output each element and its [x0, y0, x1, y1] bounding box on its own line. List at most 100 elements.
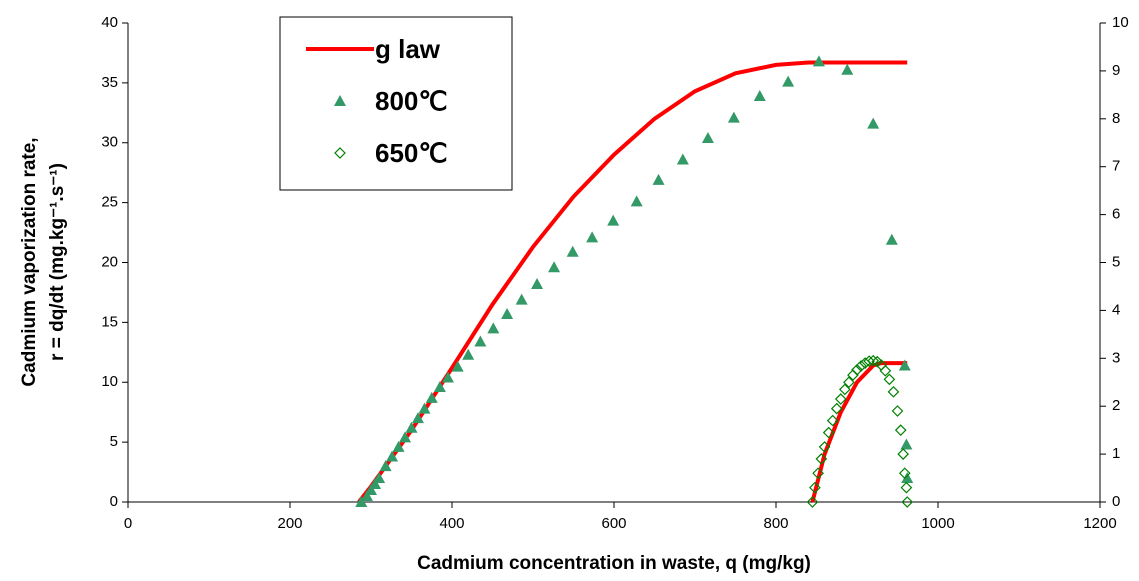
data-point	[373, 472, 386, 484]
y-axis-label: Cadmium vaporization rate,	[19, 137, 40, 386]
data-point	[891, 405, 904, 417]
data-point	[418, 402, 431, 414]
x-tick-label: 1000	[921, 515, 954, 532]
data-point	[379, 460, 392, 472]
y-tick-label: 25	[101, 194, 118, 211]
legend-swatch	[334, 95, 346, 106]
data-point	[433, 381, 446, 393]
data-point	[900, 481, 913, 494]
legend-swatch	[334, 147, 346, 159]
data-point	[586, 231, 599, 243]
x-tick-label: 200	[277, 515, 302, 532]
y2-tick-label: 8	[1112, 110, 1120, 127]
data-point	[806, 496, 819, 508]
data-point	[812, 467, 824, 480]
data-point	[531, 278, 544, 290]
data-point	[898, 359, 911, 371]
data-point	[830, 402, 843, 415]
data-point	[369, 478, 382, 490]
x-tick-label: 600	[601, 515, 626, 532]
data-point	[839, 383, 851, 396]
data-point	[392, 440, 405, 452]
data-point	[834, 393, 847, 405]
data-point	[782, 75, 795, 87]
data-point	[818, 441, 831, 453]
legend-label: 800℃	[375, 86, 448, 116]
data-point	[652, 173, 665, 185]
y2-tick-label: 9	[1112, 62, 1120, 79]
y2-tick-label: 10	[1112, 14, 1129, 31]
data-point	[411, 412, 424, 424]
data-point	[355, 496, 368, 507]
x-tick-label: 0	[124, 515, 132, 532]
y-tick-label: 40	[101, 14, 118, 31]
y2-tick-label: 1	[1112, 445, 1120, 462]
data-point	[607, 214, 620, 226]
data-point	[487, 322, 500, 334]
data-point	[901, 496, 914, 508]
data-point	[365, 484, 377, 496]
y-tick-label: 10	[101, 373, 118, 390]
data-point	[867, 117, 880, 129]
y-tick-label: 35	[101, 74, 118, 91]
data-point	[826, 414, 839, 427]
data-point	[851, 363, 863, 376]
data-point	[812, 55, 825, 67]
data-point	[815, 453, 828, 465]
y-tick-label: 20	[101, 253, 118, 270]
y-axis-label: r = dq/dt (mg.kg⁻¹.s⁻¹)	[47, 163, 68, 361]
data-point	[843, 376, 855, 389]
y2-tick-label: 2	[1112, 397, 1120, 414]
y-tick-label: 5	[110, 433, 118, 450]
legend-label: g law	[375, 34, 441, 64]
data-point	[885, 233, 898, 245]
data-point	[515, 293, 528, 305]
data-point	[727, 111, 740, 123]
data-point	[676, 153, 689, 165]
legend-box	[279, 16, 513, 191]
legend-label: 650℃	[375, 138, 448, 168]
data-point	[855, 360, 867, 372]
data-point	[360, 490, 373, 502]
data-point	[887, 385, 900, 398]
x-tick-label: 800	[763, 515, 788, 532]
data-point	[894, 424, 907, 436]
y-tick-label: 15	[101, 313, 118, 330]
y2-tick-label: 7	[1112, 158, 1120, 175]
data-point	[841, 63, 854, 75]
data-point	[474, 335, 487, 347]
data-point	[630, 195, 643, 207]
data-point	[701, 131, 714, 143]
data-point	[879, 364, 892, 377]
data-point	[399, 431, 412, 443]
data-point	[900, 438, 913, 450]
data-point	[901, 472, 914, 484]
y2-tick-label: 4	[1112, 301, 1120, 318]
y-tick-label: 0	[110, 493, 118, 510]
data-point	[405, 421, 418, 433]
x-tick-label: 1200	[1083, 515, 1116, 532]
data-point	[753, 90, 766, 102]
data-point	[386, 450, 399, 462]
data-point	[822, 426, 835, 439]
y-tick-label: 30	[101, 134, 118, 151]
y2-tick-label: 6	[1112, 206, 1120, 223]
y2-tick-label: 0	[1112, 493, 1120, 510]
x-tick-label: 400	[439, 515, 464, 532]
data-point	[501, 307, 514, 319]
data-point	[566, 245, 579, 257]
y2-tick-label: 3	[1112, 349, 1120, 366]
data-point	[898, 467, 911, 480]
data-point	[883, 373, 896, 386]
data-point	[809, 481, 821, 494]
data-point	[462, 348, 475, 360]
data-point	[897, 448, 910, 460]
data-point	[863, 355, 875, 368]
data-point	[451, 360, 464, 372]
y2-tick-label: 5	[1112, 253, 1120, 270]
data-point	[441, 371, 454, 383]
data-point	[867, 354, 880, 367]
data-point	[548, 261, 561, 273]
data-point	[425, 391, 438, 403]
